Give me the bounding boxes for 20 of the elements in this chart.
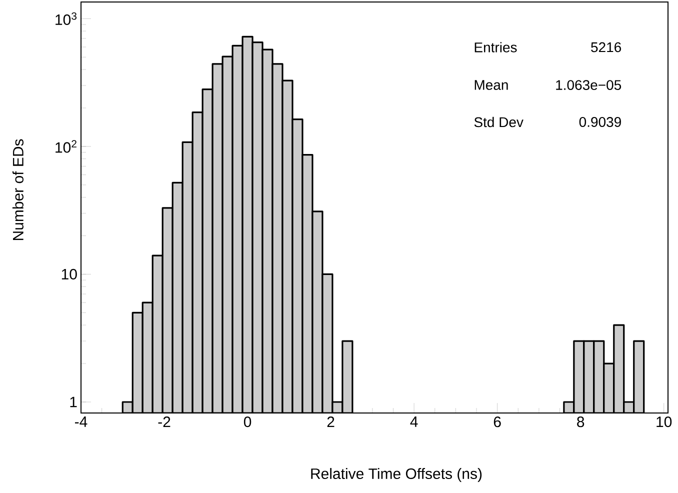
annotation: Std Dev <box>474 116 524 128</box>
x-tick-label: 0 <box>244 416 252 428</box>
annotation: Mean <box>474 80 508 90</box>
x-axis-title: Relative Time Offsets (ns) <box>311 468 482 482</box>
y-tick-label: 10$^{3}$ <box>56 12 77 25</box>
x-tick-label: 6 <box>494 416 501 428</box>
x-tick-label: -4 <box>75 416 88 427</box>
x-tick-label: -2 <box>158 416 170 427</box>
annotation: 0.9039 <box>579 117 621 127</box>
x-tick-label: 4 <box>410 416 418 427</box>
x-tick-label: 10 <box>656 416 672 428</box>
annotation: 1.063e−05 <box>556 80 622 90</box>
x-tick-label: 2 <box>327 416 334 427</box>
y-tick-label: 10$^{2}$ <box>56 140 76 153</box>
annotation: Entries <box>474 42 517 52</box>
y-tick-label: 1 <box>70 396 77 408</box>
annotation: 5216 <box>591 42 622 52</box>
y-tick-label: 10 <box>62 268 77 280</box>
y-axis-title: Number of EDs <box>12 139 24 240</box>
x-tick-label: 8 <box>577 416 584 428</box>
